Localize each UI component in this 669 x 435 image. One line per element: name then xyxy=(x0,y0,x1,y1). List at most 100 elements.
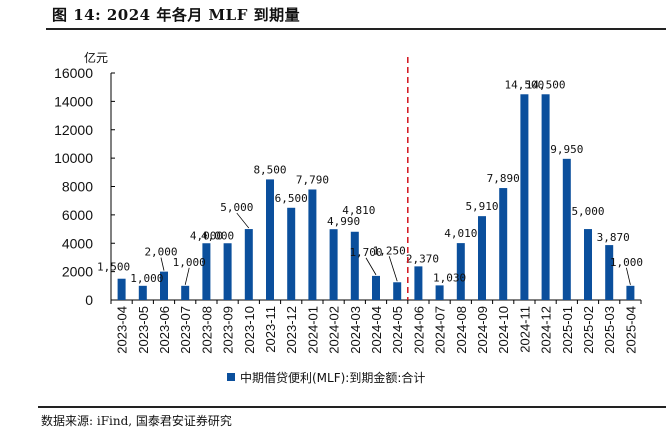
y-tick-label: 12000 xyxy=(54,122,93,138)
bar xyxy=(117,278,126,300)
x-tick-label: 2025-04 xyxy=(623,306,638,354)
data-label: 4,990 xyxy=(327,215,360,228)
bar xyxy=(372,275,380,300)
bar xyxy=(541,94,550,300)
leader-line xyxy=(160,257,165,271)
bar xyxy=(329,229,338,300)
data-label: 1,000 xyxy=(610,256,643,269)
legend-label: 中期借贷便利(MLF):到期金额:合计 xyxy=(240,370,425,385)
x-tick-label: 2023-06 xyxy=(157,306,172,354)
x-tick-label: 2023-07 xyxy=(178,306,193,354)
bars xyxy=(117,94,635,300)
data-label: 7,890 xyxy=(487,172,520,185)
legend: 中期借贷便利(MLF):到期金额:合计 xyxy=(227,370,425,385)
data-label: 4,810 xyxy=(342,204,375,217)
data-label: 2,000 xyxy=(144,246,177,259)
data-label: 1,700 xyxy=(349,246,382,259)
data-labels: 1,5001,0002,0001,0004,0004,0005,0008,500… xyxy=(97,78,643,285)
source-note: 数据来源: iFind, 国泰君安证券研究 xyxy=(41,414,232,428)
x-tick-label: 2025-02 xyxy=(581,306,596,354)
data-label: 4,000 xyxy=(190,229,223,242)
x-tick-label: 2024-12 xyxy=(539,306,554,354)
data-label: 4,000 xyxy=(201,229,234,242)
data-label: 1,000 xyxy=(130,272,163,285)
bar xyxy=(350,231,359,300)
data-label: 4,010 xyxy=(444,227,477,240)
bar xyxy=(160,271,168,300)
x-tick-label: 2024-11 xyxy=(517,306,532,353)
leader-line xyxy=(626,267,631,285)
bar xyxy=(435,285,444,300)
data-label: 7,790 xyxy=(296,173,329,186)
data-label: 5,910 xyxy=(465,200,498,213)
bar xyxy=(266,179,274,300)
y-tick-label: 4000 xyxy=(62,235,93,251)
data-label: 5,000 xyxy=(571,205,604,218)
y-tick-label: 2000 xyxy=(62,264,93,280)
data-label: 3,870 xyxy=(597,231,630,244)
x-tick-label: 2024-06 xyxy=(411,306,426,354)
bar xyxy=(605,245,614,300)
legend-swatch xyxy=(227,373,235,381)
y-tick-label: 0 xyxy=(85,292,93,308)
y-tick-label: 8000 xyxy=(62,179,93,195)
x-axis: 2023-04 2023-05 2023-06 2023-07 2023-08 2023-… xyxy=(110,299,642,354)
bar xyxy=(287,207,296,300)
x-tick-label: 2023-09 xyxy=(221,306,236,354)
x-tick-label: 2024-03 xyxy=(348,306,363,354)
data-label: 8,500 xyxy=(253,163,286,176)
data-label: 1,250 xyxy=(373,244,406,257)
x-tick-label: 2023-04 xyxy=(115,306,130,354)
bar xyxy=(584,229,592,300)
data-label: 6,500 xyxy=(275,192,308,205)
y-tick-label: 10000 xyxy=(54,150,93,166)
x-tick-label: 2023-12 xyxy=(284,306,299,354)
x-tick-label: 2025-03 xyxy=(602,306,617,354)
y-tick-label: 6000 xyxy=(62,207,93,223)
figure-title: 图 14: 2024 年各月 MLF 到期量 xyxy=(52,6,301,24)
leader-line xyxy=(236,212,250,229)
bar xyxy=(520,94,529,300)
leader-line xyxy=(365,257,377,276)
bar xyxy=(626,285,635,300)
title-divider xyxy=(46,28,666,30)
data-label: 1,000 xyxy=(173,256,206,269)
data-label: 9,950 xyxy=(550,143,583,156)
data-label: 1,030 xyxy=(433,271,466,284)
x-tick-label: 2024-01 xyxy=(305,306,320,354)
bar xyxy=(202,243,211,300)
x-tick-label: 2024-09 xyxy=(475,306,490,354)
x-tick-label: 2024-08 xyxy=(454,306,469,354)
bar xyxy=(138,285,147,300)
y-tick-label: 16000 xyxy=(54,65,93,81)
bar xyxy=(499,188,508,300)
x-tick-label: 2023-11 xyxy=(263,306,278,353)
source-divider xyxy=(38,406,666,408)
bar xyxy=(456,243,465,300)
y-axis-unit: 亿元 xyxy=(84,50,108,65)
bar xyxy=(181,285,190,300)
data-label: 14,500 xyxy=(505,78,545,91)
x-tick-label: 2024-10 xyxy=(496,306,511,354)
bar xyxy=(308,189,317,300)
x-tick-label: 2024-07 xyxy=(433,306,448,354)
leader-line xyxy=(388,256,398,282)
bar-chart: 亿元 0 2000 4000 6000 8000 10000 12000 14000 16000… xyxy=(54,50,643,385)
x-tick-label: 2023-05 xyxy=(136,306,151,354)
bar xyxy=(562,158,571,300)
leader-line xyxy=(184,267,190,285)
bar xyxy=(223,243,232,300)
x-tick-label: 2023-10 xyxy=(242,306,257,354)
y-axis: 0 2000 4000 6000 8000 10000 12000 14000 16000 xyxy=(54,65,115,308)
data-label: 1,500 xyxy=(97,261,130,274)
bar xyxy=(478,216,486,300)
bar xyxy=(414,266,423,300)
data-label: 2,370 xyxy=(406,252,439,265)
data-label: 5,000 xyxy=(220,201,253,214)
x-tick-label: 2023-08 xyxy=(199,306,214,354)
x-tick-label: 2024-02 xyxy=(327,306,342,354)
bar xyxy=(393,282,402,300)
x-tick-label: 2024-05 xyxy=(390,306,405,354)
data-label: 14,500 xyxy=(526,78,566,91)
y-tick-label: 14000 xyxy=(54,93,93,109)
